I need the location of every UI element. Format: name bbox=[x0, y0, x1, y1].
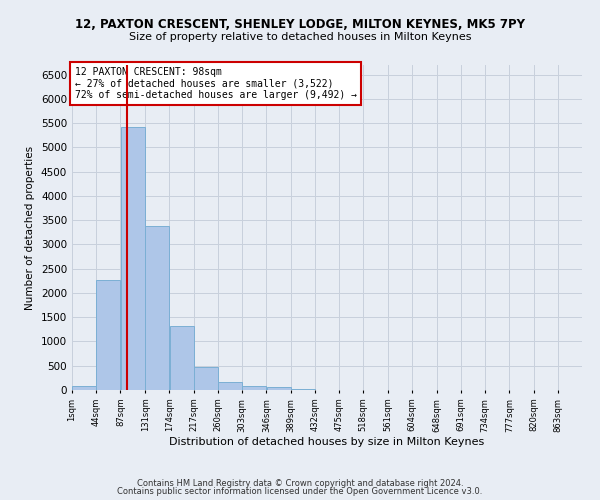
Bar bbox=[194, 366, 218, 390]
Bar bbox=[72, 386, 96, 390]
Y-axis label: Number of detached properties: Number of detached properties bbox=[25, 146, 35, 310]
Bar bbox=[170, 326, 194, 390]
Bar bbox=[145, 226, 169, 390]
Bar bbox=[97, 280, 121, 390]
Text: 12 PAXTON CRESCENT: 98sqm
← 27% of detached houses are smaller (3,522)
72% of se: 12 PAXTON CRESCENT: 98sqm ← 27% of detac… bbox=[74, 66, 356, 100]
Text: Size of property relative to detached houses in Milton Keynes: Size of property relative to detached ho… bbox=[129, 32, 471, 42]
Text: 12, PAXTON CRESCENT, SHENLEY LODGE, MILTON KEYNES, MK5 7PY: 12, PAXTON CRESCENT, SHENLEY LODGE, MILT… bbox=[75, 18, 525, 30]
Bar bbox=[242, 386, 266, 390]
Bar bbox=[218, 382, 242, 390]
Text: Contains HM Land Registry data © Crown copyright and database right 2024.: Contains HM Land Registry data © Crown c… bbox=[137, 478, 463, 488]
X-axis label: Distribution of detached houses by size in Milton Keynes: Distribution of detached houses by size … bbox=[169, 437, 485, 447]
Bar bbox=[121, 126, 145, 390]
Bar bbox=[291, 388, 315, 390]
Bar bbox=[266, 388, 290, 390]
Text: Contains public sector information licensed under the Open Government Licence v3: Contains public sector information licen… bbox=[118, 487, 482, 496]
